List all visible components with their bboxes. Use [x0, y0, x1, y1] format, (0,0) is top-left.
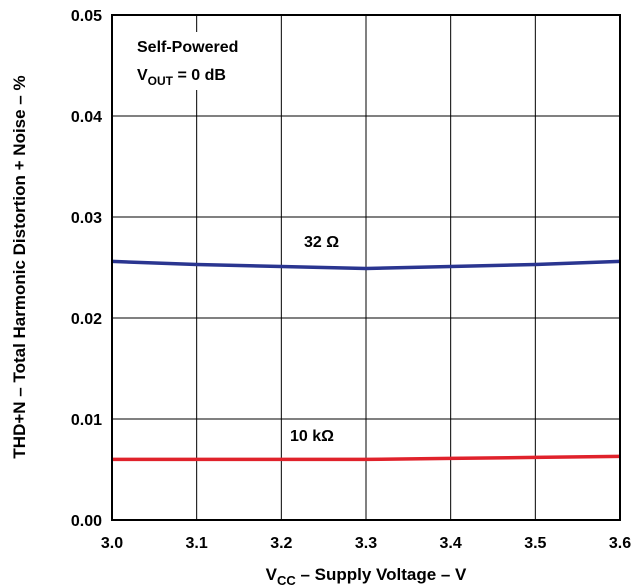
y-tick-label: 0.01: [71, 412, 102, 429]
y-tick-label: 0.00: [71, 513, 102, 530]
y-tick-label: 0.02: [71, 311, 102, 328]
condition-self-powered: Self-Powered: [137, 39, 238, 56]
plot-frame: [111, 14, 621, 521]
y-axis-label: THD+N – Total Harmonic Distortion + Nois…: [10, 75, 29, 458]
x-tick-label: 3.6: [609, 535, 631, 552]
grid-lines: [112, 15, 620, 520]
x-tick-label: 3.2: [270, 535, 292, 552]
y-tick-label: 0.03: [71, 210, 102, 227]
x-tick-label: 3.1: [186, 535, 208, 552]
x-tick-label: 3.3: [355, 535, 377, 552]
series-label-10k-bg: [284, 424, 356, 446]
condition-vout-suffix: = 0 dB: [173, 67, 226, 84]
series-line-0: [111, 259, 621, 271]
series-label-32-bg: [298, 230, 360, 252]
tick-labels: 3.0 3.1 3.2 3.3 3.4 3.5 3.6 0.00 0.01 0.02 0.03 0.0…: [71, 8, 631, 552]
x-axis-label-prefix: V: [266, 565, 278, 584]
x-axis-label-sub: CC: [277, 573, 296, 586]
condition-vout-sub: OUT: [148, 74, 174, 88]
conditions-box: [130, 32, 280, 90]
x-tick-label: 3.5: [524, 535, 546, 552]
x-axis-label: VCC – Supply Voltage – V: [266, 565, 467, 586]
x-tick-label: 3.4: [440, 535, 462, 552]
x-tick-label: 3.0: [101, 535, 123, 552]
series-label-10k-ohm: 10 kΩ: [290, 428, 334, 445]
series-line-1: [112, 454, 621, 462]
series-group: [111, 259, 621, 462]
y-tick-label: 0.05: [71, 8, 102, 25]
condition-vout-prefix: V: [137, 67, 148, 84]
x-axis-label-suffix: – Supply Voltage – V: [296, 565, 467, 584]
condition-vout: VOUT = 0 dB: [137, 67, 226, 88]
y-tick-label: 0.04: [71, 109, 102, 126]
series-label-32-ohm: 32 Ω: [304, 234, 339, 251]
